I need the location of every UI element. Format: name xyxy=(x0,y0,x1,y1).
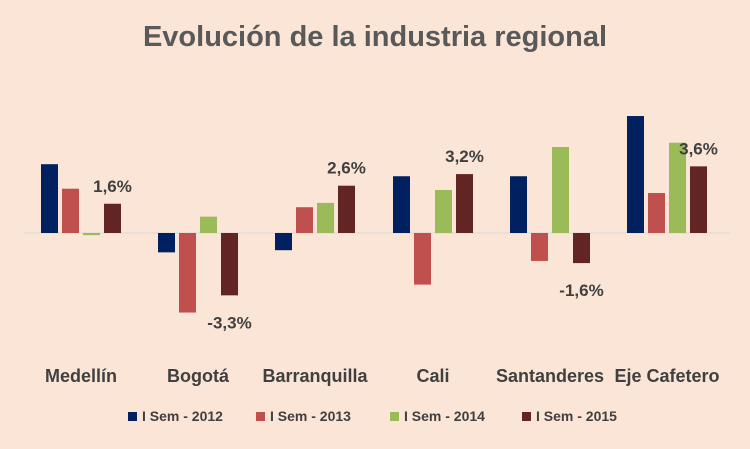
legend-swatch xyxy=(522,412,531,421)
data-label: 3,6% xyxy=(679,139,718,158)
bar-1-0 xyxy=(158,233,175,253)
bar-3-0 xyxy=(393,176,410,233)
bar-4-3 xyxy=(573,233,590,264)
bar-4-0 xyxy=(510,176,527,233)
bar-2-3 xyxy=(338,185,355,233)
legend-label: I Sem - 2015 xyxy=(536,408,617,424)
category-label: Cali xyxy=(416,366,449,386)
bar-3-2 xyxy=(435,190,452,233)
data-labels-group: 1,6% -3,3% 2,6% 3,2% -1,6% 3,6% xyxy=(93,139,718,332)
legend-swatch xyxy=(128,412,137,421)
bar-1-3 xyxy=(221,233,238,296)
legend-swatch xyxy=(390,412,399,421)
legend-label: I Sem - 2012 xyxy=(142,408,223,424)
category-label: Eje Cafetero xyxy=(614,366,719,386)
bar-2-1 xyxy=(296,207,313,233)
bar-1-2 xyxy=(200,216,217,233)
data-label: -1,6% xyxy=(559,281,603,300)
category-label: Bogotá xyxy=(167,366,230,386)
data-label: 3,2% xyxy=(445,147,484,166)
bar-0-1 xyxy=(62,188,79,233)
bar-4-2 xyxy=(552,147,569,233)
data-label: -3,3% xyxy=(207,313,251,332)
category-labels-group: Medellín Bogotá Barranquilla Cali Santandere… xyxy=(45,366,720,386)
bar-5-0 xyxy=(627,116,644,233)
legend: I Sem - 2012 I Sem - 2013 I Sem - 2014 I Se… xyxy=(128,408,617,424)
bar-0-0 xyxy=(41,164,58,233)
chart-title: Evolución de la industria regional xyxy=(143,21,607,53)
legend-label: I Sem - 2013 xyxy=(270,408,351,424)
legend-swatch xyxy=(256,412,265,421)
data-label: 1,6% xyxy=(93,177,132,196)
bars-group xyxy=(41,116,707,313)
bar-5-3 xyxy=(690,166,707,233)
category-label: Barranquilla xyxy=(262,366,368,386)
bar-5-2 xyxy=(669,142,686,233)
category-label: Medellín xyxy=(45,366,117,386)
bar-4-1 xyxy=(531,233,548,261)
bar-0-2 xyxy=(83,233,100,236)
bar-0-3 xyxy=(104,203,121,233)
bar-2-2 xyxy=(317,202,334,233)
bar-5-1 xyxy=(648,193,665,233)
bar-3-1 xyxy=(414,233,431,285)
bar-1-1 xyxy=(179,233,196,313)
bar-2-0 xyxy=(275,233,292,251)
category-label: Santanderes xyxy=(496,366,604,386)
bar-3-3 xyxy=(456,174,473,233)
data-label: 2,6% xyxy=(327,159,366,178)
legend-label: I Sem - 2014 xyxy=(404,408,485,424)
